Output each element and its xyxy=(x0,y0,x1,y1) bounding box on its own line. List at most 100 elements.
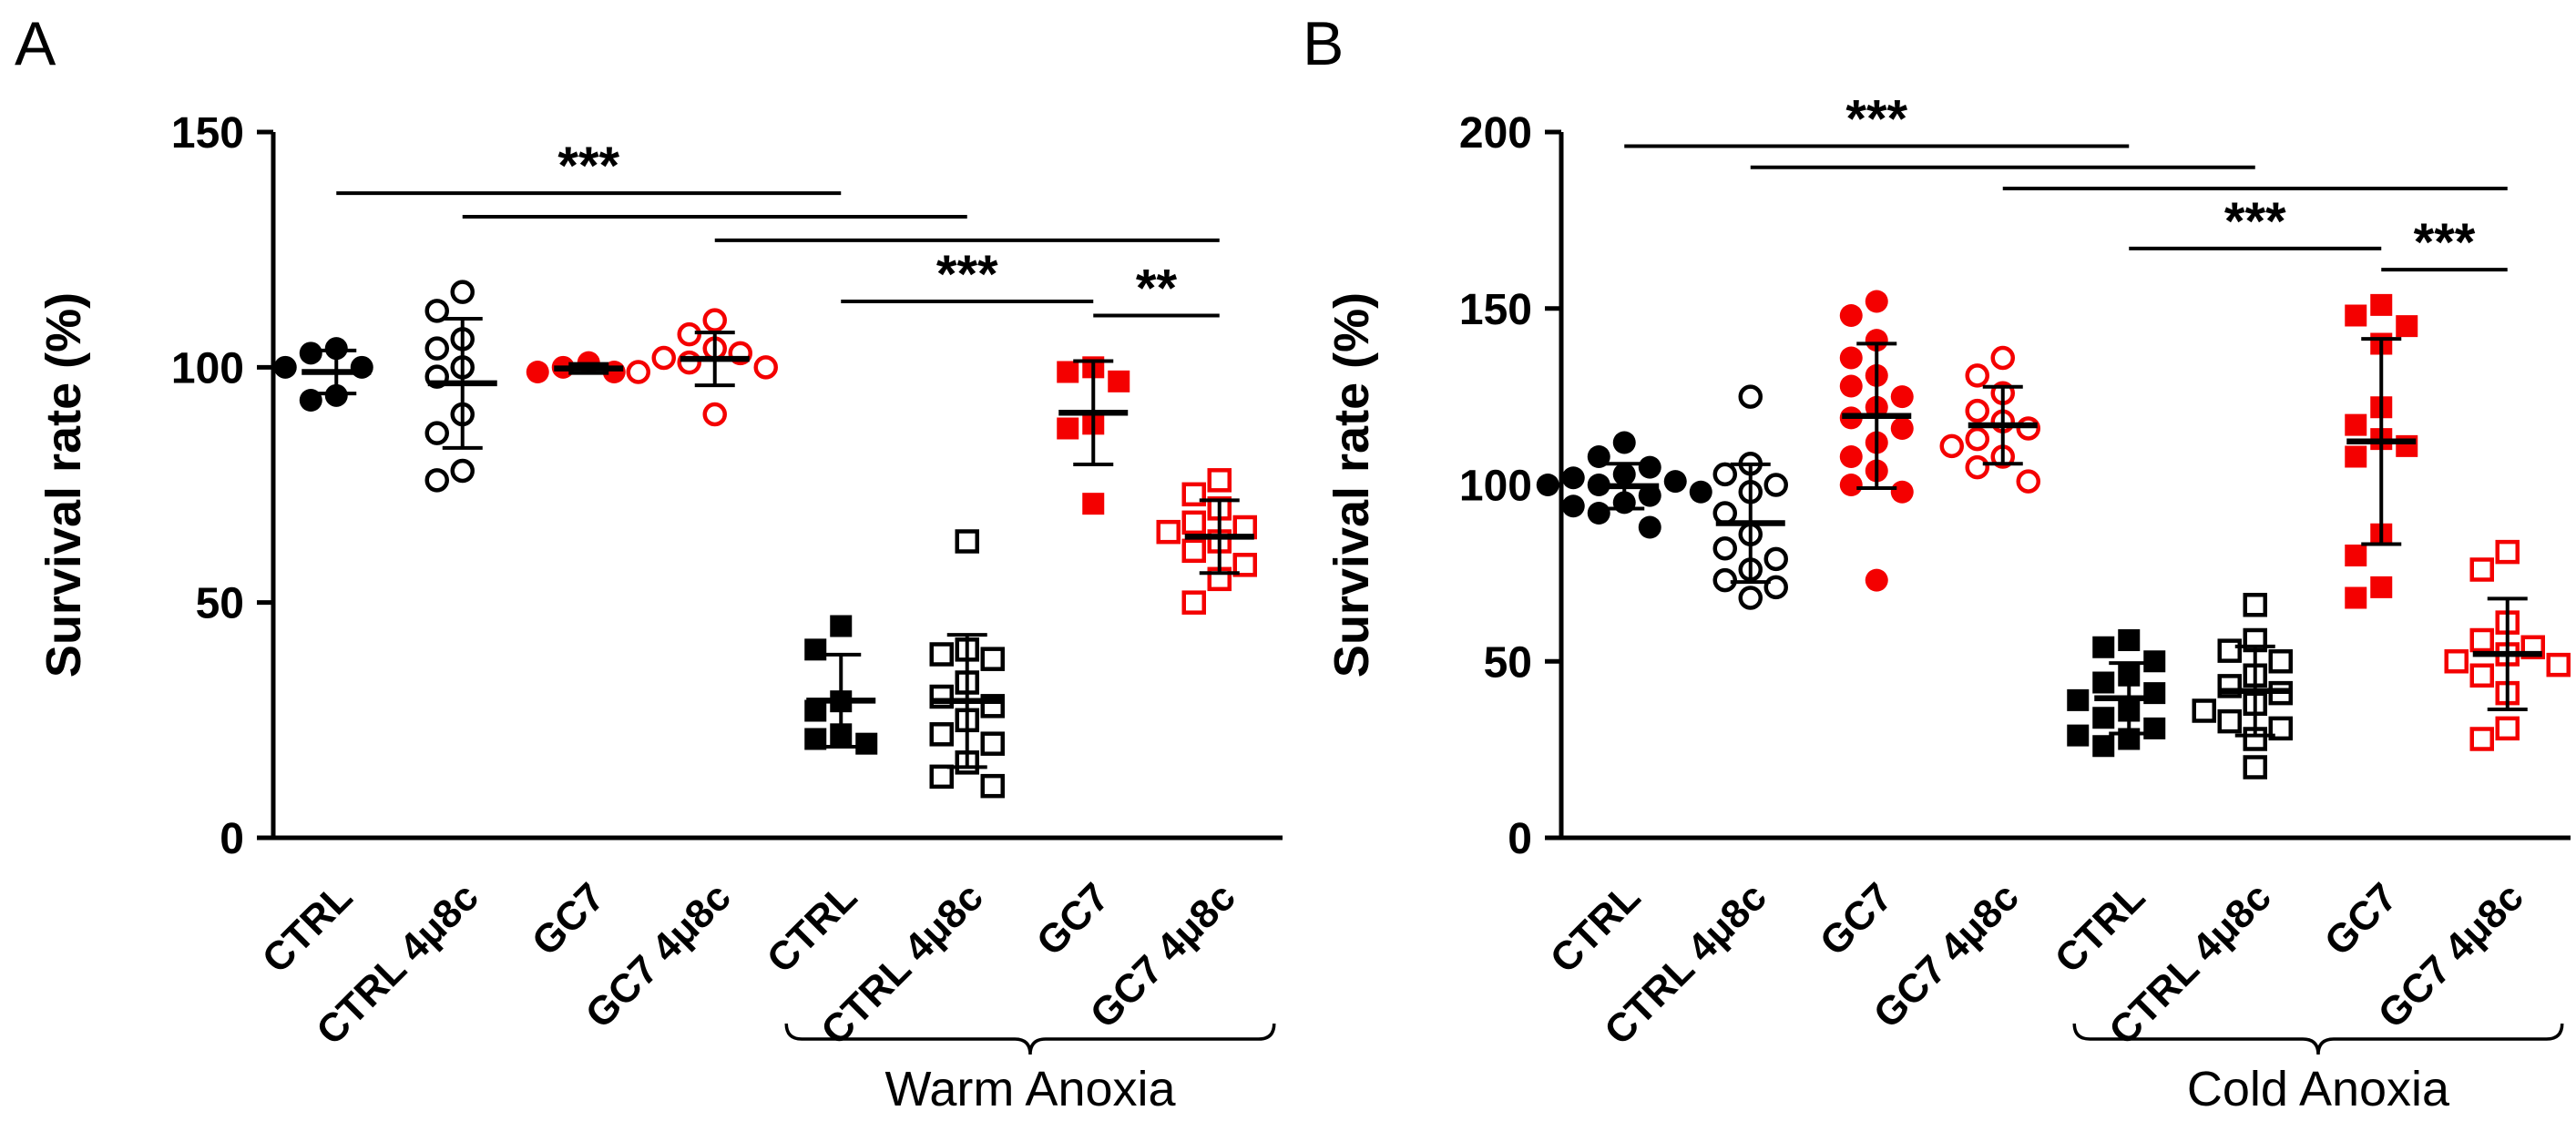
data-point xyxy=(955,529,979,554)
data-point xyxy=(1712,462,1737,487)
data-point xyxy=(1181,482,1206,507)
data-point xyxy=(2118,629,2141,651)
data-point xyxy=(2192,698,2216,723)
data-point xyxy=(2217,638,2242,663)
data-point xyxy=(2396,434,2418,457)
data-point xyxy=(2067,688,2090,711)
data-point xyxy=(1181,538,1206,564)
data-point xyxy=(929,722,954,747)
data-point xyxy=(2067,724,2090,747)
data-point xyxy=(2092,636,2115,658)
x-category-label: CTRL xyxy=(2047,874,2154,982)
data-point xyxy=(424,421,449,445)
data-point xyxy=(1663,470,1687,494)
y-tick-label: 50 xyxy=(196,580,244,628)
data-point xyxy=(1108,370,1130,392)
data-point xyxy=(980,731,1005,756)
data-point xyxy=(1890,385,1914,409)
data-point xyxy=(2345,413,2367,436)
data-point xyxy=(2370,576,2393,598)
data-point xyxy=(1965,363,1989,388)
y-tick-label: 0 xyxy=(220,815,244,863)
data-point xyxy=(1712,501,1737,525)
data-point xyxy=(2016,469,2040,494)
data-point xyxy=(626,360,650,384)
data-point xyxy=(299,341,322,365)
data-point xyxy=(1057,361,1079,383)
data-point xyxy=(1965,398,1989,423)
y-tick-label: 150 xyxy=(1459,286,1532,334)
data-point xyxy=(424,299,449,323)
data-point xyxy=(1865,290,1888,313)
data-point xyxy=(2469,727,2494,751)
data-point xyxy=(2268,716,2293,741)
data-point xyxy=(1839,304,1863,327)
sig-stars: *** xyxy=(557,137,619,196)
data-point xyxy=(1939,433,1964,459)
data-point xyxy=(1207,468,1232,493)
data-point xyxy=(2345,304,2367,327)
panel-b-letter: B xyxy=(1303,9,1344,78)
data-point xyxy=(526,361,549,383)
data-point xyxy=(2345,545,2367,566)
y-tick-label: 100 xyxy=(171,344,244,392)
data-point xyxy=(1763,473,1788,497)
data-point xyxy=(1082,493,1105,515)
data-point xyxy=(2469,557,2494,582)
data-point xyxy=(753,355,778,380)
data-point xyxy=(1839,346,1863,370)
group-bracket xyxy=(2072,1023,2564,1055)
sig-stars: *** xyxy=(2414,213,2476,272)
panel-b: B 0 50 100 150 200 Survival rate (%) CTRL CTRL … xyxy=(1288,0,2576,1121)
data-point xyxy=(1057,417,1079,440)
data-point xyxy=(1865,568,1888,592)
y-tick-label: 50 xyxy=(1484,638,1532,687)
data-point xyxy=(2396,315,2418,338)
data-point xyxy=(1712,536,1737,561)
sig-stars: ** xyxy=(1136,260,1178,319)
data-point xyxy=(324,337,348,361)
data-point xyxy=(1965,426,1989,452)
data-point xyxy=(1712,567,1737,593)
x-category-label: CTRL xyxy=(1542,874,1650,982)
data-point xyxy=(1561,466,1585,490)
data-point xyxy=(2444,649,2469,674)
data-point xyxy=(324,383,348,407)
data-point xyxy=(1839,445,1863,468)
data-point xyxy=(2243,755,2267,780)
data-point xyxy=(855,732,878,755)
data-point xyxy=(929,642,954,667)
data-point xyxy=(804,638,827,661)
data-point xyxy=(2370,293,2393,316)
data-point xyxy=(2495,539,2520,565)
y-tick-label: 0 xyxy=(1508,815,1532,863)
y-tick-label: 150 xyxy=(171,109,244,158)
data-point xyxy=(1965,454,1989,480)
data-point xyxy=(2546,652,2571,678)
y-tick-label: 200 xyxy=(1459,109,1532,158)
data-point xyxy=(1890,480,1914,504)
data-point xyxy=(702,402,727,427)
data-point xyxy=(1612,431,1636,454)
data-point xyxy=(2243,593,2267,617)
data-point xyxy=(1587,502,1610,525)
data-point xyxy=(1990,345,2015,371)
data-point xyxy=(2469,627,2494,653)
x-category-label: CTRL xyxy=(759,874,866,982)
data-point xyxy=(2345,586,2367,609)
data-point xyxy=(2268,649,2293,674)
x-category-label: GC7 xyxy=(524,874,614,964)
data-point xyxy=(677,350,701,375)
data-point xyxy=(450,280,475,304)
data-point xyxy=(2495,716,2520,741)
data-point xyxy=(830,615,853,637)
y-tick-label: 100 xyxy=(1459,463,1532,511)
bracket-label: Warm Anoxia xyxy=(884,1062,1176,1116)
data-point xyxy=(1689,480,1712,504)
data-point xyxy=(1763,575,1788,600)
y-axis-label: Survival rate (%) xyxy=(1324,292,1379,678)
y-axis-label: Survival rate (%) xyxy=(36,292,91,678)
